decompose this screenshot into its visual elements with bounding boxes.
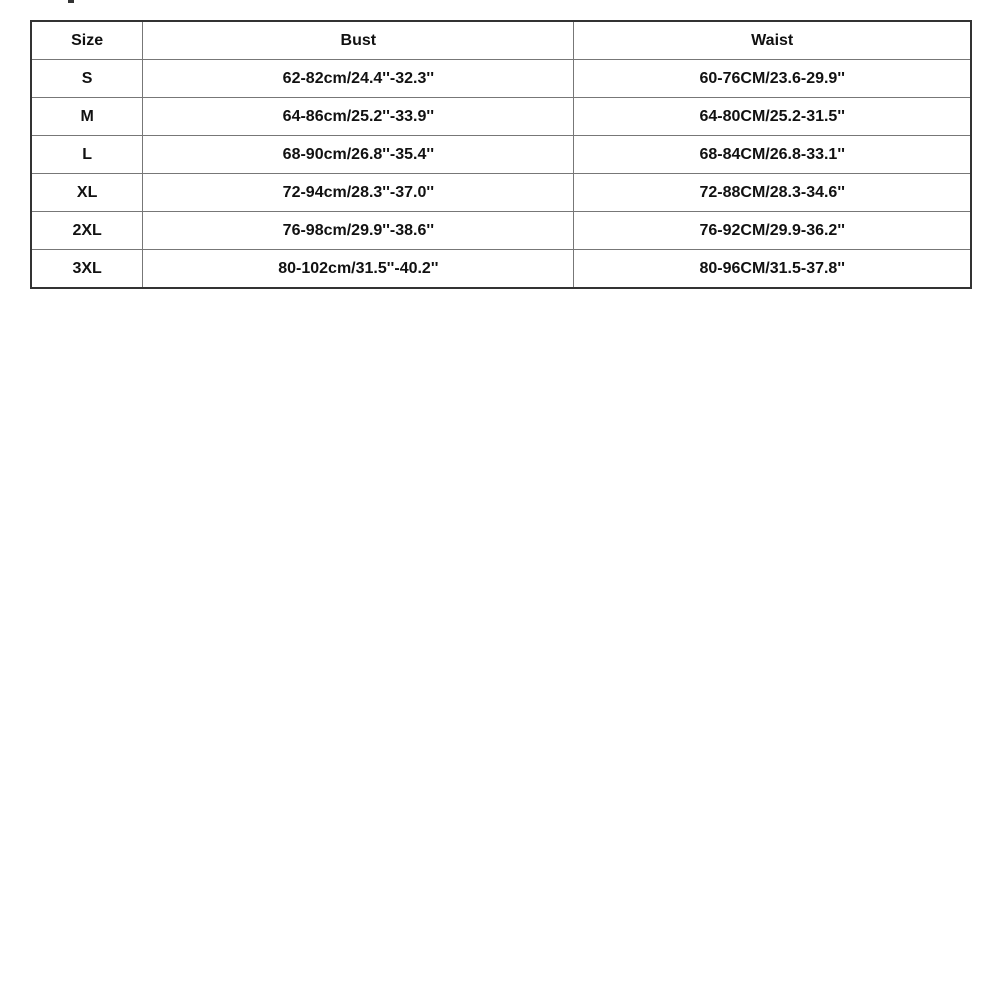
cell-waist: 72-88CM/28.3-34.6'' <box>573 173 972 212</box>
header-row: Size Bust Waist <box>30 20 972 60</box>
cell-waist: 76-92CM/29.9-36.2'' <box>573 211 972 250</box>
header-size: Size <box>30 20 144 60</box>
table-row: 2XL 76-98cm/29.9''-38.6'' 76-92CM/29.9-3… <box>30 211 972 250</box>
cell-size: S <box>30 59 144 98</box>
cell-size: 3XL <box>30 249 144 289</box>
table-row: L 68-90cm/26.8''-35.4'' 68-84CM/26.8-33.… <box>30 135 972 174</box>
cell-waist: 60-76CM/23.6-29.9'' <box>573 59 972 98</box>
cell-size: L <box>30 135 144 174</box>
cell-bust: 68-90cm/26.8''-35.4'' <box>142 135 575 174</box>
cell-waist: 68-84CM/26.8-33.1'' <box>573 135 972 174</box>
cell-bust: 72-94cm/28.3''-37.0'' <box>142 173 575 212</box>
table-row: M 64-86cm/25.2''-33.9'' 64-80CM/25.2-31.… <box>30 97 972 136</box>
cell-size: XL <box>30 173 144 212</box>
header-waist: Waist <box>573 20 972 60</box>
table-row: S 62-82cm/24.4''-32.3'' 60-76CM/23.6-29.… <box>30 59 972 98</box>
size-chart-table: Size Bust Waist S 62-82cm/24.4''-32.3'' … <box>30 20 972 289</box>
cell-bust: 62-82cm/24.4''-32.3'' <box>142 59 575 98</box>
cell-bust: 80-102cm/31.5''-40.2'' <box>142 249 575 289</box>
table-row: XL 72-94cm/28.3''-37.0'' 72-88CM/28.3-34… <box>30 173 972 212</box>
cell-size: M <box>30 97 144 136</box>
cell-bust: 76-98cm/29.9''-38.6'' <box>142 211 575 250</box>
cell-size: 2XL <box>30 211 144 250</box>
cell-waist: 80-96CM/31.5-37.8'' <box>573 249 972 289</box>
cropped-text-fragment <box>68 0 74 3</box>
header-bust: Bust <box>142 20 575 60</box>
cell-waist: 64-80CM/25.2-31.5'' <box>573 97 972 136</box>
table-row: 3XL 80-102cm/31.5''-40.2'' 80-96CM/31.5-… <box>30 249 972 289</box>
cell-bust: 64-86cm/25.2''-33.9'' <box>142 97 575 136</box>
